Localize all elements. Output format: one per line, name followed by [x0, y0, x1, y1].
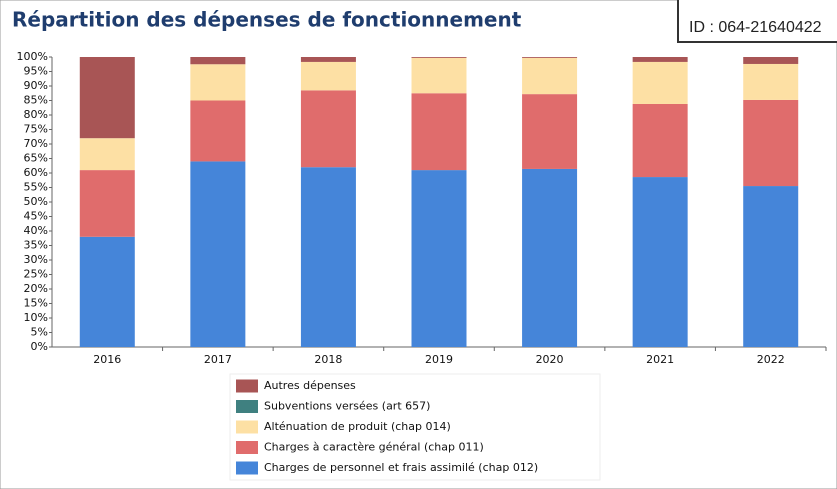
y-tick-label: 70% — [24, 137, 48, 150]
legend-box — [229, 373, 601, 481]
bar-segment — [190, 64, 246, 101]
bar-segment — [411, 57, 467, 58]
x-tick-label: 2021 — [646, 353, 674, 366]
bar-segment — [300, 61, 356, 91]
bar-segment — [190, 161, 246, 347]
bar-segment — [190, 57, 246, 65]
y-tick-label: 85% — [24, 94, 48, 107]
bar-segment — [632, 103, 688, 178]
y-tick-label: 75% — [24, 123, 48, 136]
bar-segment — [79, 138, 135, 171]
y-tick-label: 55% — [24, 181, 48, 194]
bar-segment — [300, 57, 356, 62]
y-tick-label: 0% — [31, 340, 48, 353]
y-tick-label: 80% — [24, 108, 48, 121]
x-tick-label: 2018 — [314, 353, 342, 366]
y-tick-label: 5% — [31, 326, 48, 339]
y-tick-label: 10% — [24, 311, 48, 324]
y-tick-label: 45% — [24, 210, 48, 223]
bar-segment — [190, 100, 246, 162]
y-tick-label: 35% — [24, 239, 48, 252]
x-tick-label: 2020 — [536, 353, 564, 366]
bar-segment — [79, 170, 135, 237]
bar-segment — [632, 57, 688, 62]
legend-label: Charges de personnel et frais assimilé (… — [264, 461, 538, 474]
bar-segment — [411, 170, 467, 347]
x-tick-label: 2016 — [93, 353, 121, 366]
legend-swatch — [236, 400, 258, 413]
id-label: ID : 064-21640422 — [689, 19, 822, 36]
legend-label: Autres dépenses — [264, 379, 356, 392]
bar-segment — [632, 177, 688, 347]
legend-swatch — [236, 420, 258, 434]
y-tick-label: 65% — [24, 152, 48, 165]
bar-segment — [411, 57, 467, 94]
bar-segment — [743, 99, 799, 187]
x-tick-label: 2022 — [757, 353, 785, 366]
legend-swatch — [236, 379, 258, 393]
x-tick-label: 2017 — [204, 353, 232, 366]
y-tick-label: 95% — [24, 65, 48, 78]
y-tick-label: 25% — [24, 268, 48, 281]
bar-segment — [522, 168, 578, 347]
bar-segment — [300, 90, 356, 168]
bar-segment — [522, 94, 578, 169]
bar-segment — [743, 63, 799, 100]
legend-swatch — [236, 461, 258, 475]
bar-segment — [79, 57, 135, 139]
id-border — [677, 0, 837, 43]
bar-segment — [743, 57, 799, 64]
legend-label: Alténuation de produit (chap 014) — [264, 420, 451, 433]
bar-segment — [300, 167, 356, 347]
y-tick-label: 60% — [24, 166, 48, 179]
y-tick-label: 100% — [17, 50, 48, 63]
y-tick-label: 40% — [24, 224, 48, 237]
bar-segment — [522, 57, 578, 95]
bar-segment — [79, 236, 135, 347]
bar-segment — [632, 61, 688, 104]
bar-segment — [522, 57, 578, 58]
y-tick-label: 20% — [24, 282, 48, 295]
y-tick-label: 30% — [24, 253, 48, 266]
bar-segment — [743, 186, 799, 347]
bar-segment — [411, 93, 467, 171]
legend-label: Charges à caractère général (chap 011) — [264, 441, 484, 454]
x-tick-label: 2019 — [425, 353, 453, 366]
legend-label: Subventions versées (art 657) — [264, 400, 430, 413]
y-tick-label: 50% — [24, 195, 48, 208]
y-tick-label: 15% — [24, 297, 48, 310]
legend-swatch — [236, 441, 258, 454]
chart-title: Répartition des dépenses de fonctionneme… — [12, 8, 522, 32]
y-tick-label: 90% — [24, 79, 48, 92]
id-box: ID : 064-21640422 — [677, 0, 837, 43]
